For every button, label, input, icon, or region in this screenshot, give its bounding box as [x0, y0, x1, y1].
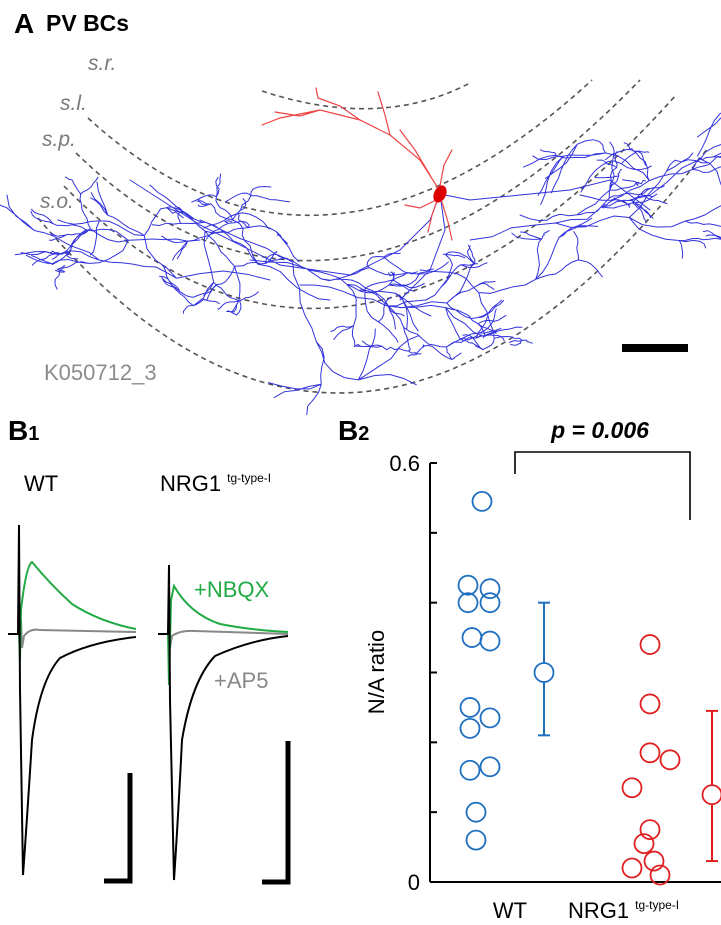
layer-label-sp: s.p. [42, 128, 76, 151]
data-point [459, 717, 481, 739]
data-point [639, 634, 661, 655]
data-point [621, 777, 643, 799]
panel-a-title: PV BCs [46, 10, 129, 36]
panel-b1-letter-sub: 1 [28, 423, 39, 445]
axon-branches [0, 112, 721, 415]
layer-label-sr: s.r. [88, 52, 116, 75]
data-point [461, 627, 483, 648]
data-point [633, 833, 655, 854]
data-marks [457, 491, 721, 886]
data-point [639, 742, 661, 764]
panel-a: A PV BCs s.r. s.l. s.p. s.o. K050712_3 [0, 8, 721, 415]
axon-arbor [0, 112, 721, 415]
panel-b2-letter-sub: 2 [358, 423, 369, 445]
data-point [465, 801, 487, 823]
layer-boundary-sl [87, 79, 593, 216]
x-label-wt: WT [493, 898, 527, 923]
layer-boundary-so-upper [63, 94, 677, 309]
layer-label-so: s.o. [40, 190, 74, 213]
label-ap5: +AP5 [214, 668, 268, 693]
genotype-label-tg-sup: tg-type-I [227, 471, 271, 485]
data-point [479, 756, 501, 778]
data-point [639, 693, 661, 715]
data-point [457, 592, 479, 614]
x-label-tg: NRG1 tg-type-I [568, 898, 679, 923]
layer-boundary-sp [75, 79, 641, 262]
genotype-label-tg: NRG1 tg-type-I [160, 471, 271, 496]
data-point [639, 819, 661, 841]
dendrite-branches [261, 87, 453, 241]
trace-tg-nbqx [167, 583, 289, 686]
trace-wt-nbqx [18, 560, 137, 661]
data-point [465, 829, 487, 851]
y-tick-label: 0.6 [389, 451, 420, 476]
scale-bar-b1-right [262, 741, 291, 885]
data-point [459, 697, 481, 718]
panel-b2: B2 p = 0.006 00.6 N/A ratio WT NRG1 tg-ty… [338, 415, 721, 923]
data-point [659, 749, 681, 771]
x-label-tg-main: NRG1 [568, 898, 629, 923]
data-point [643, 850, 665, 872]
mean-marker [701, 784, 721, 806]
scale-bar-b1-left [104, 773, 133, 884]
data-point [621, 857, 643, 879]
y-tick-labels: 00.6 [389, 451, 420, 895]
scale-bar-a [622, 344, 688, 352]
soma [433, 185, 447, 203]
cell-id-label: K050712_3 [44, 360, 157, 385]
data-point [479, 592, 501, 614]
panel-b1-letter-main: B [8, 415, 28, 446]
y-axis-label: N/A ratio [364, 630, 389, 714]
panel-b2-letter-main: B [338, 415, 358, 446]
panel-a-letter: A [14, 8, 34, 39]
significance-bracket [514, 451, 691, 520]
label-nbqx: +NBQX [194, 577, 270, 602]
data-point [479, 630, 501, 652]
layer-label-sl: s.l. [60, 92, 87, 115]
y-tick-label: 0 [408, 870, 420, 895]
dendrite-tree [261, 87, 453, 241]
x-label-tg-sup: tg-type-I [635, 898, 679, 912]
data-point [471, 491, 493, 512]
significance-label: p = 0.006 [550, 417, 649, 443]
mean-marker [533, 662, 555, 683]
panel-b1-letter: B1 [8, 415, 39, 446]
data-point [479, 707, 501, 729]
data-point [459, 759, 481, 781]
data-point [457, 574, 479, 596]
panel-b2-letter: B2 [338, 415, 369, 446]
panel-b1: B1 WT NRG1 tg-type-I +NBQX +AP5 [8, 415, 291, 885]
layer-boundary-so-lower [37, 147, 709, 394]
data-point [479, 578, 501, 600]
genotype-label-wt: WT [24, 471, 58, 496]
layer-boundary-sr [261, 82, 471, 110]
y-ticks [430, 462, 437, 883]
trace-tg-control [158, 564, 289, 881]
trace-wt-control [8, 524, 137, 876]
data-point [649, 864, 671, 886]
genotype-label-tg-main: NRG1 [160, 471, 221, 496]
